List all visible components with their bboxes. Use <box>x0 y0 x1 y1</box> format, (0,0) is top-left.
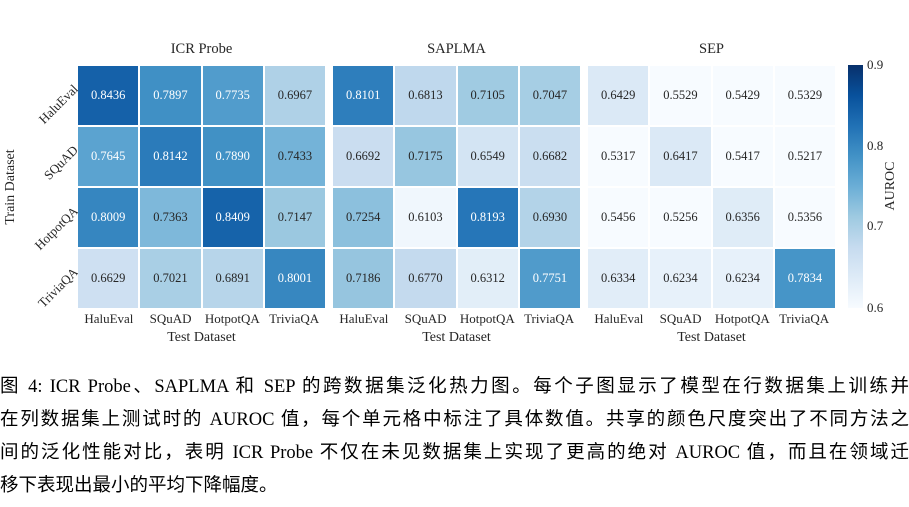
colorbar-tick-label: 0.8 <box>867 138 884 153</box>
x-axis-label: Test Dataset <box>422 330 491 345</box>
heatmap-cell: 0.8001 <box>264 249 325 308</box>
heatmap-cell: 0.8409 <box>202 188 263 247</box>
heatmap-cell: 0.7897 <box>140 66 201 125</box>
test-dataset-tick-labels: HaluEval SQuAD HotpotQA TriviaQA <box>78 311 325 327</box>
x-tick-label: SQuAD <box>659 311 702 326</box>
panel-title: ICR Probe <box>170 41 233 57</box>
heatmap-cell: 0.5456 <box>588 188 649 247</box>
heatmap-cell: 0.6930 <box>519 188 580 247</box>
heatmap-cell: 0.6682 <box>519 127 580 186</box>
heatmap-cell: 0.8009 <box>78 188 139 247</box>
x-tick-label: HotpotQA <box>204 311 260 326</box>
x-tick-label: HaluEval <box>594 311 644 326</box>
heatmap-cell: 0.6234 <box>712 249 773 308</box>
heatmap-panel-sep: SEP 0.6429 0.5529 0.5429 0.5329 0.5317 0.6417… <box>588 0 835 360</box>
heatmap-cell: 0.6813 <box>395 66 456 125</box>
colorbar-tick-label: 0.6 <box>867 300 884 315</box>
heatmap-cell: 0.7890 <box>202 127 263 186</box>
heatmap-cell: 0.6967 <box>264 66 325 125</box>
heatmap-cell: 0.5429 <box>712 66 773 125</box>
heatmap-cell: 0.5417 <box>712 127 773 186</box>
x-axis-label: Test Dataset <box>167 330 236 345</box>
heatmap-cell: 0.6770 <box>395 249 456 308</box>
figure-caption: 图 4: ICR Probe、SAPLMA 和 SEP 的跨数据集泛化热力图。每… <box>0 371 909 503</box>
heatmap-cell: 0.6429 <box>588 66 649 125</box>
heatmap-cell: 0.7147 <box>264 188 325 247</box>
caption-line: 移下表现出最小的平均下降幅度。 <box>0 476 278 496</box>
caption-line: 间的泛化性能对比，表明 ICR Probe 不仅在未见数据集上实现了更高的绝对 … <box>0 443 909 463</box>
heatmap-cell: 0.6334 <box>588 249 649 308</box>
heatmap-cell: 0.5529 <box>650 66 711 125</box>
heatmap-cell: 0.6692 <box>333 127 394 186</box>
heatmap-cell: 0.6103 <box>395 188 456 247</box>
heatmap-cell: 0.7751 <box>519 249 580 308</box>
heatmap-cell: 0.6891 <box>202 249 263 308</box>
caption-line: 图 4: ICR Probe、SAPLMA 和 SEP 的跨数据集泛化热力图。每… <box>0 377 909 397</box>
x-tick-label: TriviaQA <box>524 311 575 326</box>
heatmap-grid: 0.8436 0.7897 0.7735 0.6967 0.7645 0.8142 0.78… <box>78 66 325 308</box>
heatmap-grid: 0.6429 0.5529 0.5429 0.5329 0.5317 0.6417 0.54… <box>588 66 835 308</box>
x-tick-label: SQuAD <box>149 311 192 326</box>
heatmap-cell: 0.7254 <box>333 188 394 247</box>
heatmap-cell: 0.6234 <box>650 249 711 308</box>
heatmap-cell: 0.6417 <box>650 127 711 186</box>
heatmap-cell: 0.8142 <box>140 127 201 186</box>
colorbar-gradient <box>848 65 863 308</box>
x-tick-label: HotpotQA <box>714 311 770 326</box>
heatmap-cell: 0.5217 <box>774 127 835 186</box>
heatmap-grid: 0.8101 0.6813 0.7105 0.7047 0.6692 0.7175 0.65… <box>333 66 580 308</box>
train-dataset-tick-labels: HaluEval SQuAD HotpotQA TriviaQA <box>0 0 81 360</box>
heatmap-cell: 0.8193 <box>457 188 518 247</box>
heatmap-cell: 0.7186 <box>333 249 394 308</box>
heatmap-cell: 0.7645 <box>78 127 139 186</box>
heatmap-cell: 0.5317 <box>588 127 649 186</box>
x-tick-label: HaluEval <box>84 311 134 326</box>
panel-title: SAPLMA <box>427 41 486 57</box>
colorbar-label: AUROC <box>883 161 898 211</box>
heatmap-cell: 0.7047 <box>519 66 580 125</box>
colorbar-tick-label: 0.7 <box>867 218 884 233</box>
heatmap-cell: 0.5256 <box>650 188 711 247</box>
heatmap-cell: 0.7834 <box>774 249 835 308</box>
test-dataset-tick-labels: HaluEval SQuAD HotpotQA TriviaQA <box>333 311 580 327</box>
heatmap-cell: 0.6356 <box>712 188 773 247</box>
heatmap-panel-saplma: SAPLMA 0.8101 0.6813 0.7105 0.7047 0.6692 0.7… <box>333 0 580 360</box>
x-tick-label: SQuAD <box>404 311 447 326</box>
heatmap-cell: 0.7363 <box>140 188 201 247</box>
heatmap-cell: 0.6629 <box>78 249 139 308</box>
heatmap-cell: 0.7105 <box>457 66 518 125</box>
heatmap-panel-icr-probe: ICR Probe 0.8436 0.7897 0.7735 0.6967 0.7645… <box>78 0 325 360</box>
x-tick-label: HotpotQA <box>459 311 515 326</box>
x-tick-label: HaluEval <box>339 311 389 326</box>
x-axis-label: Test Dataset <box>677 330 746 345</box>
heatmap-cell: 0.5329 <box>774 66 835 125</box>
test-dataset-tick-labels: HaluEval SQuAD HotpotQA TriviaQA <box>588 311 835 327</box>
heatmap-cell: 0.5356 <box>774 188 835 247</box>
heatmap-cell: 0.8436 <box>78 66 139 125</box>
heatmap-cell: 0.6312 <box>457 249 518 308</box>
panel-title: SEP <box>699 41 724 57</box>
heatmap-cell: 0.7433 <box>264 127 325 186</box>
heatmap-cell: 0.6549 <box>457 127 518 186</box>
caption-line: 在列数据集上测试时的 AUROC 值，每个单元格中标注了具体数值。共享的颜色尺度… <box>0 410 909 430</box>
x-tick-label: TriviaQA <box>779 311 830 326</box>
colorbar-tick-labels: 0.9 0.8 0.7 0.6 <box>867 57 897 315</box>
heatmap-cell: 0.7021 <box>140 249 201 308</box>
heatmap-cell: 0.8101 <box>333 66 394 125</box>
x-tick-label: TriviaQA <box>269 311 320 326</box>
colorbar-tick-label: 0.9 <box>867 57 884 72</box>
heatmap-cell: 0.7175 <box>395 127 456 186</box>
heatmap-cell: 0.7735 <box>202 66 263 125</box>
